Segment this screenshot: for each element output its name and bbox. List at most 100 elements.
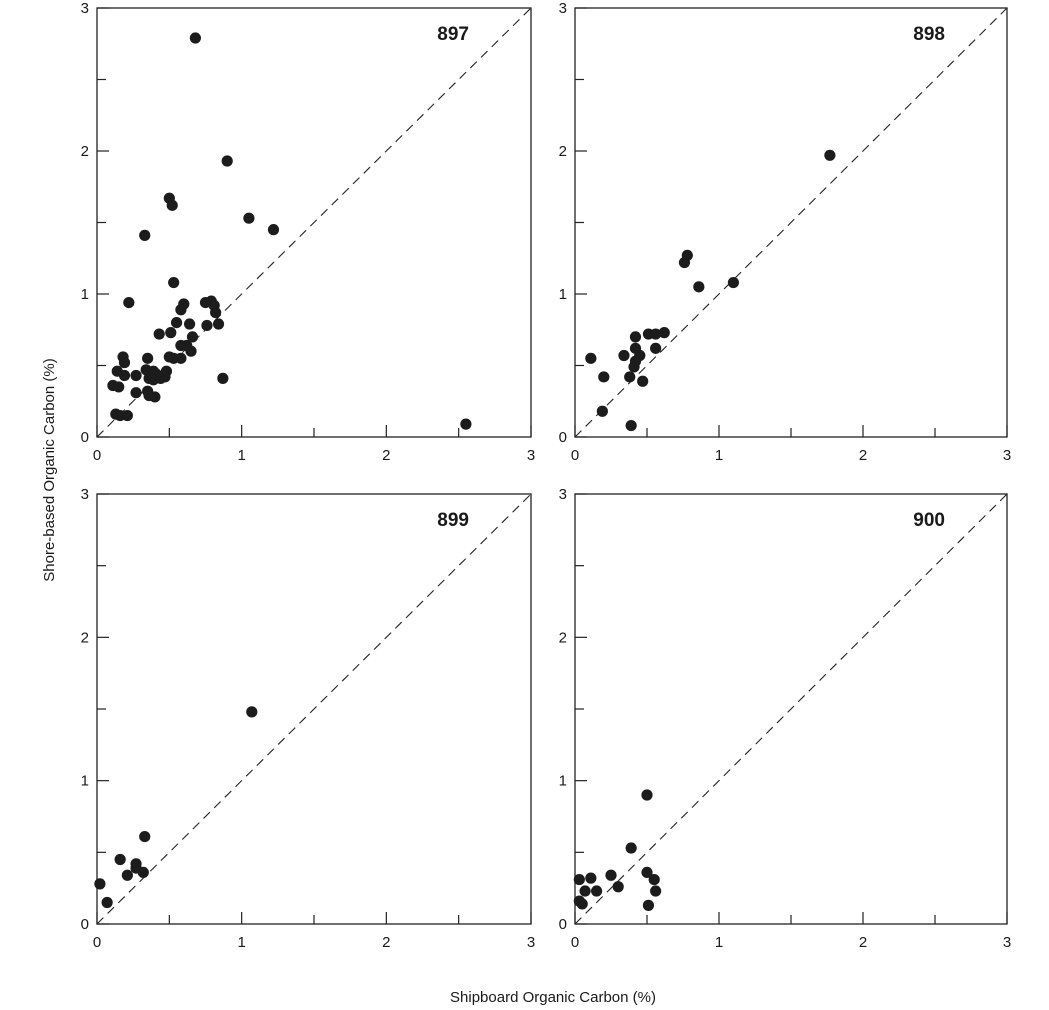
x-tick-label: 0 xyxy=(93,934,101,951)
y-tick-label: 1 xyxy=(559,773,567,790)
data-point xyxy=(155,372,167,384)
data-point xyxy=(641,866,653,879)
one-to-one-line xyxy=(96,7,532,438)
data-point xyxy=(648,873,660,886)
data-point xyxy=(139,229,151,241)
data-point xyxy=(637,375,649,387)
data-point xyxy=(460,418,472,430)
data-point xyxy=(598,371,610,383)
x-tick-label: 0 xyxy=(571,447,579,464)
data-point xyxy=(573,873,585,886)
data-point xyxy=(183,318,196,330)
data-point xyxy=(642,899,655,911)
data-point xyxy=(166,199,178,211)
data-point xyxy=(121,869,133,881)
data-point xyxy=(267,224,280,236)
panel-label: 897 xyxy=(437,24,469,45)
data-point xyxy=(186,331,199,343)
y-tick-label: 1 xyxy=(559,286,567,303)
data-point xyxy=(246,706,258,718)
x-tick-label: 2 xyxy=(382,934,390,951)
one-to-one-line xyxy=(574,7,1008,438)
y-tick-label: 1 xyxy=(81,773,89,790)
data-point xyxy=(130,369,142,382)
x-tick-label: 2 xyxy=(859,934,867,951)
data-point xyxy=(114,853,126,866)
data-point xyxy=(658,327,670,339)
data-point xyxy=(113,381,125,393)
data-point xyxy=(210,306,222,319)
y-tick-label: 2 xyxy=(81,629,89,646)
data-point xyxy=(139,830,151,843)
panel-label: 900 xyxy=(913,510,945,531)
data-point xyxy=(650,342,662,354)
data-point xyxy=(118,357,131,369)
data-point xyxy=(579,885,591,897)
data-point xyxy=(118,369,131,382)
panel-897: 0 1 2 3 0 1 2 3 897 xyxy=(81,0,536,464)
one-to-one-line xyxy=(574,493,1008,925)
data-point xyxy=(576,898,588,910)
x-axis-label: Shipboard Organic Carbon (%) xyxy=(450,989,656,1006)
data-point xyxy=(153,328,165,340)
data-point xyxy=(189,32,201,44)
x-tick-label: 1 xyxy=(715,447,723,464)
x-tick-label: 1 xyxy=(237,447,245,464)
data-point xyxy=(217,372,229,384)
data-point xyxy=(168,276,180,289)
data-point xyxy=(121,409,133,422)
data-point xyxy=(130,387,142,399)
y-tick-label: 1 xyxy=(81,286,89,303)
data-point xyxy=(243,212,255,224)
data-point xyxy=(650,328,662,340)
data-point xyxy=(693,281,705,293)
data-point xyxy=(596,405,608,417)
y-tick-label: 3 xyxy=(559,486,567,503)
data-point xyxy=(727,276,740,289)
data-point xyxy=(625,419,637,432)
x-tick-label: 3 xyxy=(1003,447,1011,464)
data-point xyxy=(212,318,225,330)
y-tick-label: 3 xyxy=(81,486,89,503)
y-axis-label: Shore-based Organic Carbon (%) xyxy=(41,358,58,581)
data-point xyxy=(170,317,183,329)
data-point xyxy=(678,256,691,269)
data-point xyxy=(585,872,597,884)
y-tick-label: 2 xyxy=(559,143,567,160)
data-point xyxy=(628,361,640,373)
data-point xyxy=(175,304,187,316)
x-tick-label: 3 xyxy=(527,447,535,464)
x-tick-label: 0 xyxy=(571,934,579,951)
y-tick-label: 0 xyxy=(81,916,89,933)
panel-900: 0 1 2 3 0 1 2 3 900 xyxy=(559,486,1012,951)
x-tick-label: 1 xyxy=(237,934,245,951)
panel-label: 898 xyxy=(913,24,945,45)
data-point xyxy=(137,866,149,879)
data-point xyxy=(591,885,603,897)
data-point xyxy=(201,319,213,332)
data-point xyxy=(612,881,624,893)
y-tick-label: 0 xyxy=(81,429,89,446)
data-point xyxy=(585,352,597,364)
x-tick-label: 3 xyxy=(527,934,535,951)
data-point xyxy=(101,896,113,909)
x-tick-label: 2 xyxy=(382,447,390,464)
data-point xyxy=(149,391,161,403)
data-point xyxy=(605,869,617,881)
data-point xyxy=(165,327,177,339)
data-point xyxy=(94,878,106,890)
data-point xyxy=(624,371,636,383)
y-tick-label: 2 xyxy=(81,143,89,160)
data-point xyxy=(142,352,154,364)
panel-label: 899 xyxy=(437,510,469,531)
panel-898: 0 1 2 3 0 1 2 3 898 xyxy=(559,0,1012,464)
data-point xyxy=(629,331,642,343)
data-point xyxy=(221,155,233,167)
y-tick-label: 3 xyxy=(81,0,89,17)
x-tick-label: 2 xyxy=(859,447,867,464)
panel-899: 0 1 2 3 0 1 2 3 899 xyxy=(81,486,536,951)
data-point xyxy=(123,296,135,309)
x-tick-label: 1 xyxy=(715,934,723,951)
data-point xyxy=(650,885,662,897)
